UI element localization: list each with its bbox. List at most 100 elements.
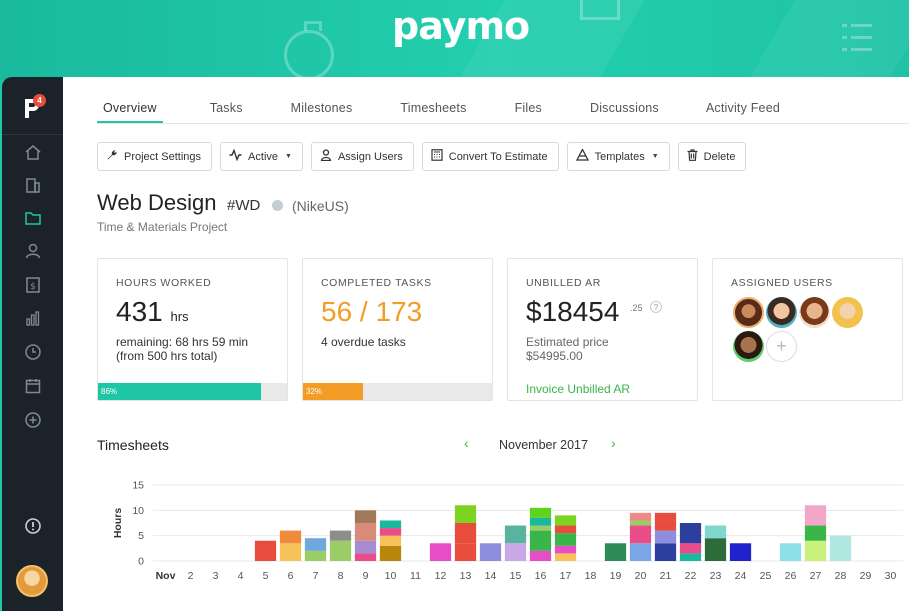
chart-bar-segment[interactable] xyxy=(654,512,677,521)
chart-bar-segment[interactable] xyxy=(379,535,402,546)
chart-bar-segment[interactable] xyxy=(479,543,502,561)
project-client[interactable]: (NikeUS) xyxy=(292,198,349,214)
project-toolbar: Project Settings Active ▼ Assign Users C… xyxy=(97,142,754,171)
chart-bar-segment[interactable] xyxy=(529,530,552,551)
chart-bar-segment[interactable] xyxy=(279,543,302,561)
chart-bar-segment[interactable] xyxy=(454,543,477,561)
chart-bar-segment[interactable] xyxy=(804,505,827,526)
chart-bar-segment[interactable] xyxy=(279,530,302,544)
chart-bar-segment[interactable] xyxy=(529,525,552,531)
tab-activity-feed[interactable]: Activity Feed xyxy=(705,101,781,115)
chart-bar-segment[interactable] xyxy=(654,530,677,544)
chart-bar-segment[interactable] xyxy=(379,545,402,561)
chart-bar-segment[interactable] xyxy=(554,545,577,554)
tab-timesheets[interactable]: Timesheets xyxy=(400,101,467,115)
chart-bar-segment[interactable] xyxy=(329,540,352,561)
chart-bar-segment[interactable] xyxy=(354,540,377,554)
tab-milestones[interactable]: Milestones xyxy=(290,101,353,115)
tab-tasks[interactable]: Tasks xyxy=(209,101,243,115)
calendar-icon[interactable] xyxy=(22,377,44,399)
tab-discussions[interactable]: Discussions xyxy=(589,101,659,115)
bar-chart-icon[interactable] xyxy=(22,309,44,331)
building-icon[interactable] xyxy=(22,176,44,198)
x-tick-label: 28 xyxy=(835,570,847,582)
chart-bar-segment[interactable] xyxy=(629,512,652,521)
chart-bar-segment[interactable] xyxy=(629,520,652,526)
user-avatar[interactable] xyxy=(832,297,863,328)
chart-bar-segment[interactable] xyxy=(654,543,677,561)
plus-circle-icon[interactable] xyxy=(22,411,44,433)
chart-bar-segment[interactable] xyxy=(604,543,627,561)
hours-remaining-text: remaining: 68 hrs 59 min xyxy=(116,335,249,349)
delete-label: Delete xyxy=(703,150,736,163)
invoice-icon[interactable]: $ xyxy=(22,276,44,298)
chart-bar-segment[interactable] xyxy=(504,543,527,561)
chart-bar-segment[interactable] xyxy=(304,538,327,551)
chart-bar-segment[interactable] xyxy=(729,543,752,561)
user-avatar[interactable] xyxy=(799,297,830,328)
add-user-button[interactable]: + xyxy=(766,331,797,362)
chart-bar-segment[interactable] xyxy=(554,515,577,526)
chart-bar-segment[interactable] xyxy=(679,543,702,554)
chart-bar-segment[interactable] xyxy=(454,523,477,544)
chart-bar-segment[interactable] xyxy=(504,525,527,544)
project-tabs: Overview Tasks Milestones Timesheets Fil… xyxy=(97,97,780,123)
project-settings-button[interactable]: Project Settings xyxy=(97,142,213,171)
assign-users-button[interactable]: Assign Users xyxy=(310,142,414,171)
chart-bar-segment[interactable] xyxy=(529,550,552,561)
home-icon[interactable] xyxy=(22,143,44,165)
chart-bar-segment[interactable] xyxy=(454,505,477,523)
clock-icon[interactable] xyxy=(22,343,44,365)
completed-tasks-value[interactable]: 56 / 173 xyxy=(321,296,423,327)
tab-files[interactable]: Files xyxy=(514,101,542,115)
y-tick-label: 15 xyxy=(132,480,144,492)
chart-bar-segment[interactable] xyxy=(629,543,652,561)
chart-bar-segment[interactable] xyxy=(554,525,577,534)
chart-bar-segment[interactable] xyxy=(829,535,852,561)
chart-bar-segment[interactable] xyxy=(704,538,727,561)
chart-bar-segment[interactable] xyxy=(679,523,702,544)
status-dropdown-button[interactable]: Active ▼ xyxy=(220,142,303,171)
invoice-unbilled-link[interactable]: Invoice Unbilled AR xyxy=(526,382,631,396)
chart-bar-segment[interactable] xyxy=(354,553,377,561)
templates-dropdown-button[interactable]: Templates ▼ xyxy=(566,142,670,171)
user-icon[interactable] xyxy=(22,242,44,264)
chart-bar-segment[interactable] xyxy=(529,517,552,526)
user-avatar[interactable] xyxy=(733,297,764,328)
x-tick-label: 14 xyxy=(485,570,497,582)
chart-bar-segment[interactable] xyxy=(554,533,577,546)
chart-bar-segment[interactable] xyxy=(254,540,277,561)
user-avatar[interactable] xyxy=(733,331,764,362)
notification-badge[interactable]: 4 xyxy=(33,94,46,107)
folder-icon[interactable] xyxy=(22,209,44,231)
overdue-tasks[interactable]: 4 overdue tasks xyxy=(321,335,406,349)
current-user-avatar[interactable] xyxy=(16,565,48,597)
chart-bar-segment[interactable] xyxy=(804,525,827,541)
chart-bar-segment[interactable] xyxy=(379,520,402,529)
tab-overview[interactable]: Overview xyxy=(97,97,163,123)
chart-bar-segment[interactable] xyxy=(529,507,552,518)
hours-progress-fill: 86% xyxy=(98,383,261,400)
chart-bar-segment[interactable] xyxy=(354,523,377,541)
user-avatar[interactable] xyxy=(766,297,797,328)
info-icon[interactable] xyxy=(22,517,44,539)
chart-bar-segment[interactable] xyxy=(554,553,577,561)
chart-bar-segment[interactable] xyxy=(779,543,802,561)
chart-bar-segment[interactable] xyxy=(629,525,652,544)
chart-bar-segment[interactable] xyxy=(679,553,702,561)
convert-to-estimate-button[interactable]: Convert To Estimate xyxy=(421,142,559,171)
chart-bar-segment[interactable] xyxy=(804,540,827,561)
next-month-chevron-icon[interactable]: › xyxy=(611,435,616,451)
delete-button[interactable]: Delete xyxy=(677,142,747,171)
previous-month-chevron-icon[interactable]: ‹ xyxy=(464,435,469,451)
help-icon[interactable]: ? xyxy=(650,301,662,313)
chart-bar-segment[interactable] xyxy=(654,520,677,531)
chart-bar-segment[interactable] xyxy=(329,530,352,541)
chart-bar-segment[interactable] xyxy=(379,528,402,536)
chart-bar-segment[interactable] xyxy=(704,525,727,539)
hours-worked-card: HOURS WORKED 431 hrs remaining: 68 hrs 5… xyxy=(97,258,288,401)
chart-bar-segment[interactable] xyxy=(304,550,327,561)
chart-bar-segment[interactable] xyxy=(354,510,377,523)
list-icon xyxy=(842,24,872,60)
chart-bar-segment[interactable] xyxy=(429,543,452,561)
